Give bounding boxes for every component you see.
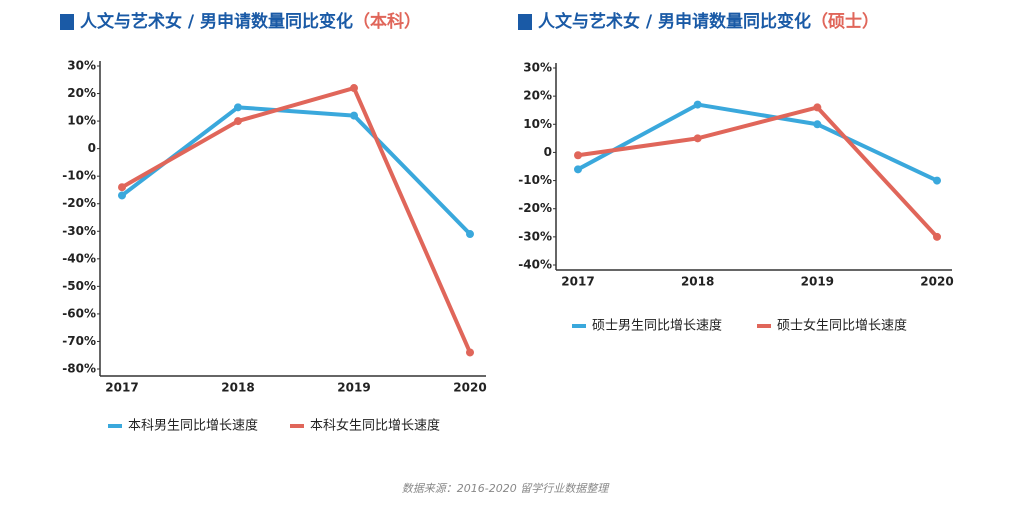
title-highlight: （硕士） [811,11,879,32]
point [350,84,358,93]
y-tick-label: -30% [518,229,552,243]
legend-label: 硕士女生同比增长速度 [777,318,907,334]
series-line [120,105,472,236]
legend-label: 本科男生同比增长速度 [128,418,258,434]
chart-title: 人文与艺术女 / 男申请数量同比变化（本科） [80,11,421,32]
point [466,230,474,239]
y-tick-label: 0 [544,145,552,159]
series-line [121,86,472,354]
legend-label: 硕士男生同比增长速度 [592,318,722,334]
point [693,134,702,143]
title-marker [518,14,532,30]
y-tick-label: 20% [523,89,552,103]
point [813,120,822,129]
point [813,103,822,112]
point [574,151,582,160]
x-tick-label: 2018 [221,381,254,395]
point [933,232,941,241]
y-tick-label: -10% [518,173,552,187]
y-tick-label: -20% [518,201,552,215]
x-tick-label: 2020 [453,381,486,395]
chart-title: 人文与艺术女 / 男申请数量同比变化（硕士） [538,11,879,32]
point [350,111,358,120]
y-tick-label: -20% [62,196,96,210]
x-tick-label: 2020 [920,275,953,289]
y-tick-label: 0 [88,141,96,155]
title-highlight: （本科） [353,11,421,32]
y-tick-label: -10% [62,169,96,183]
y-tick-label: -80% [62,362,96,376]
x-tick-label: 2017 [561,275,594,289]
y-tick-label: -40% [518,258,552,272]
x-tick-label: 2019 [337,381,370,395]
x-tick-label: 2019 [801,275,834,289]
point [118,191,126,200]
point [234,117,242,126]
legend-label: 本科女生同比增长速度 [310,418,440,434]
y-tick-label: -60% [62,306,96,320]
x-tick-label: 2017 [105,381,138,395]
y-tick-label: -40% [62,251,96,265]
y-tick-label: 10% [67,114,96,128]
y-tick-label: 30% [67,59,96,73]
point [933,176,941,185]
series-line [577,102,938,183]
x-tick-label: 2018 [681,275,714,289]
point [234,103,242,112]
series-line [577,105,939,239]
y-tick-label: 10% [523,117,552,131]
y-tick-label: 20% [67,86,96,100]
point [693,100,702,109]
y-tick-label: 30% [523,61,552,75]
point [574,165,582,174]
y-tick-label: -50% [62,279,96,293]
y-tick-label: -70% [62,334,96,348]
title-main: 人文与艺术女 / 男申请数量同比变化 [538,11,811,32]
point [466,348,474,357]
point [118,183,126,192]
y-tick-label: -30% [62,224,96,238]
title-marker [60,14,74,30]
title-main: 人文与艺术女 / 男申请数量同比变化 [80,11,353,32]
source: 数据来源：2016-2020 留学行业数据整理 [402,482,610,495]
